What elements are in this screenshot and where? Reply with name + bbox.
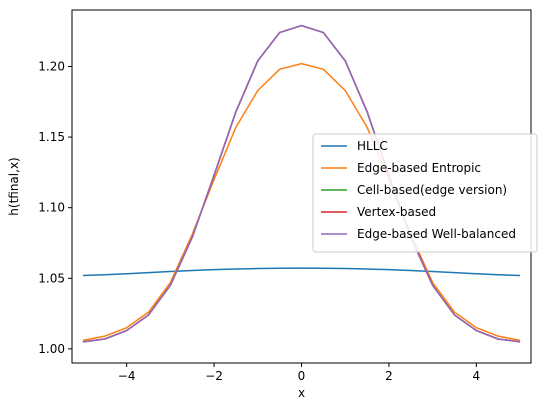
series-layer: [82, 24, 521, 343]
legend: HLLC Edge-based Entropic Cell-based(edge v…: [312, 133, 538, 253]
y-tick-label: 1.10: [38, 201, 65, 215]
x-tick-label: 4: [473, 369, 481, 383]
legend-label-1: Edge-based Entropic: [357, 161, 481, 175]
y-tick-label: 1.20: [38, 59, 65, 73]
series-line-1: [82, 62, 521, 342]
y-axis-label: h(tfinal,x): [7, 157, 21, 215]
series-line-0: [82, 267, 521, 277]
y-tick-label: 1.00: [38, 342, 65, 356]
legend-label-0: HLLC: [357, 139, 388, 153]
legend-label-2: Cell-based(edge version): [357, 183, 507, 197]
legend-label-3: Vertex-based: [357, 205, 436, 219]
x-tick-label: 0: [298, 369, 306, 383]
x-axis-label: x: [298, 386, 305, 400]
series-line-4: [82, 24, 521, 343]
x-tick-label: 2: [385, 369, 393, 383]
y-tick-label: 1.05: [38, 271, 65, 285]
ticks-layer: −4 −2 0 2 4 1.00 1.05 1.10 1.15 1.20: [38, 59, 480, 383]
legend-label-4: Edge-based Well-balanced: [357, 227, 516, 241]
y-tick-label: 1.15: [38, 130, 65, 144]
legend-box: [312, 133, 538, 253]
x-tick-label: −4: [118, 369, 136, 383]
x-tick-label: −2: [205, 369, 223, 383]
